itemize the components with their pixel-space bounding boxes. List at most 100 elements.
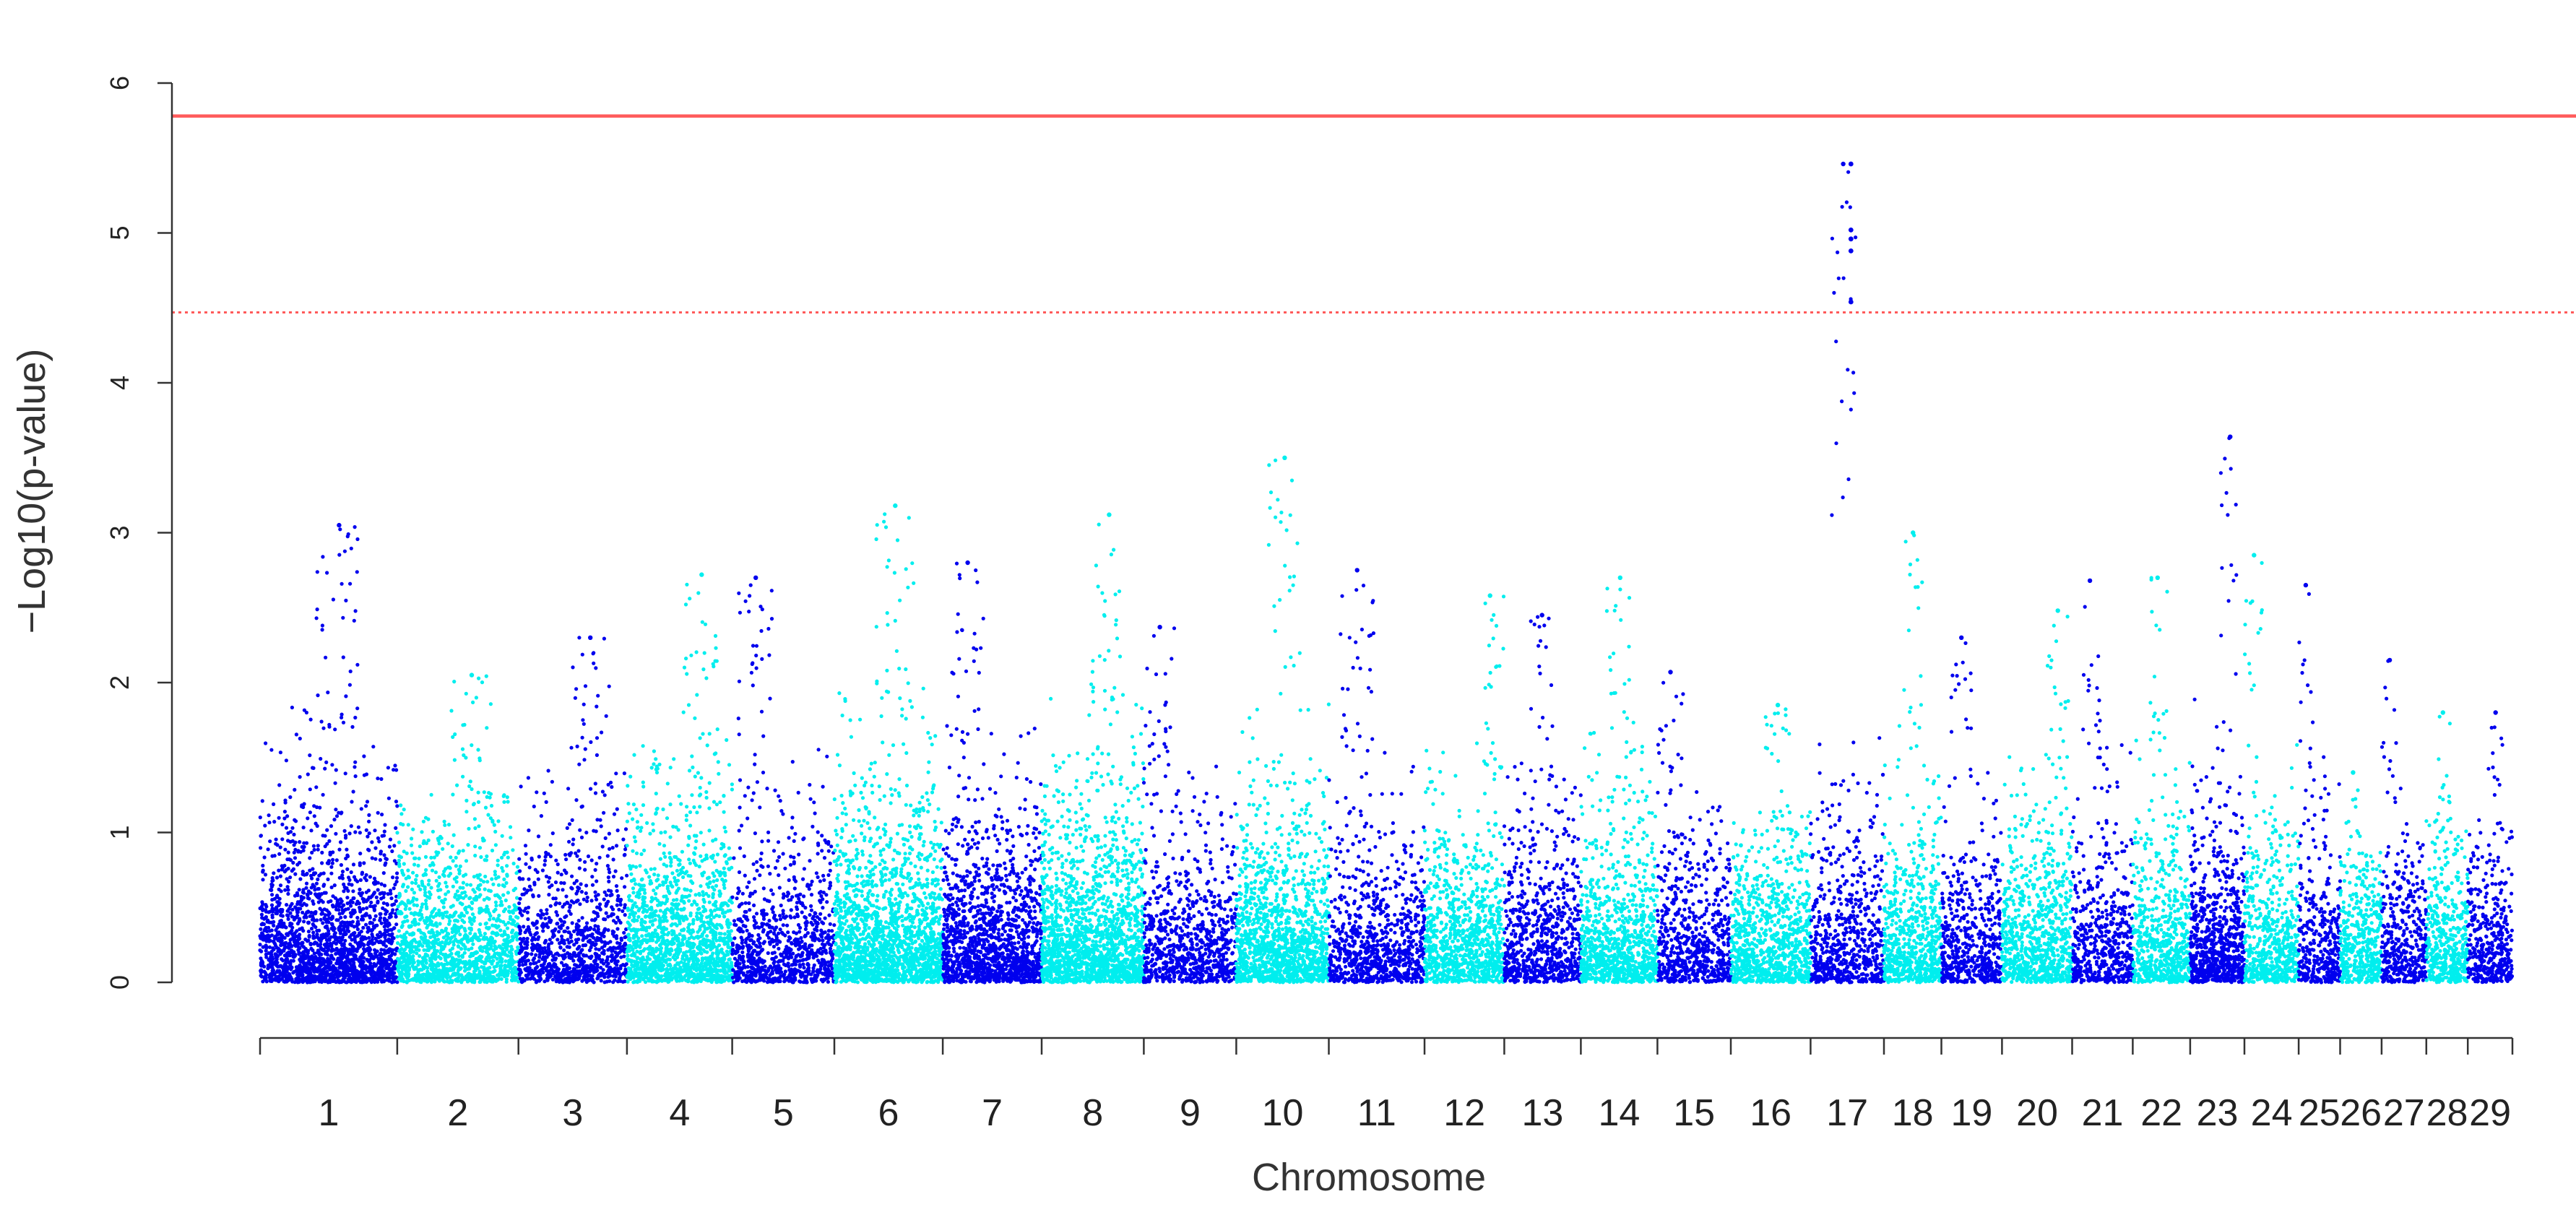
chromosome-11-points (1327, 568, 1427, 985)
chromosome-29-points (2465, 710, 2515, 985)
chromosome-6-points (832, 503, 945, 985)
x-tick-label-6: 6 (878, 1092, 899, 1134)
chromosome-22-points (2131, 575, 2192, 985)
chromosome-9-points (1141, 625, 1238, 985)
x-axis: 1 2 3 4 5 6 7 8 9 10 11 12 13 14 15 16 17 18 19 20 21 22 23 24 2… (259, 1037, 2514, 1134)
x-tick-label-24: 24 (2251, 1092, 2293, 1134)
chromosome-14-points (1578, 575, 1659, 985)
x-tick-label-4: 4 (669, 1092, 690, 1134)
x-tick-label-28: 28 (2426, 1092, 2468, 1134)
chromosome-18-peak-point (1911, 530, 1916, 535)
chromosome-21-points (2070, 578, 2135, 985)
chromosome-13-points (1502, 613, 1583, 985)
chromosome-11-peak-point (1354, 568, 1360, 573)
y-tick-label-0: 0 (105, 975, 134, 990)
chromosome-3-points (517, 635, 629, 985)
x-tick-label-3: 3 (562, 1092, 583, 1134)
x-tick-label-29: 29 (2469, 1092, 2511, 1134)
x-tick-label-11: 11 (1357, 1092, 1396, 1134)
chromosome-18-points (1882, 530, 1943, 985)
chromosome-24-points (2242, 553, 2301, 985)
chromosome-8-points (1040, 512, 1146, 985)
x-tick-label-9: 9 (1180, 1092, 1201, 1134)
chromosome-17-hit-1 (1848, 161, 1854, 167)
chromosome-2-peak-point (469, 672, 475, 678)
y-tick-label-4: 4 (105, 376, 134, 390)
chromosome-26-points (2338, 770, 2384, 985)
chromosome-2-points (395, 672, 521, 985)
chromosome-15-peak-point (1668, 670, 1673, 675)
chromosome-5-points (730, 575, 837, 985)
chromosome-25-points (2296, 582, 2343, 985)
chromosome-15-points (1655, 670, 1733, 985)
chromosome-23-peak-point (2228, 434, 2233, 439)
x-tick-label-15: 15 (1673, 1092, 1715, 1134)
chromosome-24-peak-point (2252, 553, 2257, 558)
chromosome-10-peak-point (1282, 455, 1287, 460)
chromosome-19-peak-point (1959, 635, 1964, 640)
x-tick-label-23: 23 (2197, 1092, 2239, 1134)
chromosome-20-points (2000, 608, 2075, 985)
x-tick-label-26: 26 (2340, 1092, 2382, 1134)
chromosome-7-peak-point (965, 560, 970, 566)
x-tick-label-5: 5 (773, 1092, 794, 1134)
chromosome-13-peak-point (1539, 613, 1544, 618)
x-axis-title: Chromosome (1252, 1156, 1486, 1199)
chromosome-7-points (941, 560, 1044, 985)
chromosome-19-points (1940, 635, 2004, 985)
y-tick-label-6: 6 (105, 76, 134, 90)
y-tick-label-2: 2 (105, 675, 134, 690)
chromosome-17-peak-point (1841, 161, 1846, 167)
chromosome-12-peak-point (1487, 593, 1492, 598)
chromosome-17-points (1809, 161, 1886, 985)
chromosome-4-peak-point (699, 572, 704, 577)
chromosome-17-hit-3 (1848, 236, 1854, 242)
x-tick-label-8: 8 (1082, 1092, 1103, 1134)
chromosome-27-peak-point (2387, 657, 2393, 663)
x-tick-label-1: 1 (319, 1092, 340, 1134)
chromosome-16-points (1729, 702, 1812, 985)
chromosome-25-peak-point (2303, 582, 2309, 588)
x-tick-label-12: 12 (1443, 1092, 1485, 1134)
x-tick-label-16: 16 (1750, 1092, 1791, 1134)
x-tick-label-19: 19 (1950, 1092, 1992, 1134)
x-tick-label-13: 13 (1521, 1092, 1563, 1134)
data-points (258, 161, 2515, 985)
chromosome-14-peak-point (1617, 575, 1622, 580)
chromosome-23-points (2188, 434, 2247, 985)
x-tick-label-27: 27 (2383, 1092, 2425, 1134)
threshold-lines (172, 114, 2576, 313)
y-tick-label-5: 5 (105, 225, 134, 240)
chromosome-29-peak-point (2493, 710, 2498, 715)
x-tick-label-17: 17 (1826, 1092, 1868, 1134)
y-tick-label-1: 1 (105, 825, 134, 839)
chromosome-22-peak-point (2155, 575, 2160, 580)
chromosome-6-peak-point (893, 503, 898, 509)
chromosome-3-peak-point (588, 635, 593, 640)
x-tick-label-22: 22 (2140, 1092, 2182, 1134)
chromosome-1-peak-point (337, 522, 342, 528)
chromosome-28-peak-point (2440, 710, 2445, 715)
chromosome-12-points (1422, 593, 1506, 985)
x-tick-label-10: 10 (1262, 1092, 1304, 1134)
y-tick-label-3: 3 (105, 525, 134, 540)
chromosome-17-hit-4 (1848, 248, 1854, 254)
chromosome-8-peak-point (1107, 512, 1112, 517)
y-axis: 0 1 2 3 4 5 6 (105, 76, 173, 990)
chromosome-5-peak-point (753, 575, 758, 580)
x-tick-label-20: 20 (2016, 1092, 2058, 1134)
x-tick-label-2: 2 (447, 1092, 468, 1134)
chromosome-16-peak-point (1775, 702, 1781, 708)
chromosome-20-peak-point (2055, 608, 2060, 613)
x-tick-label-21: 21 (2082, 1092, 2124, 1134)
chromosome-26-peak-point (2351, 770, 2356, 775)
chromosome-28-points (2424, 710, 2470, 985)
chromosome-27-points (2380, 657, 2429, 985)
x-tick-label-25: 25 (2299, 1092, 2341, 1134)
x-tick-label-14: 14 (1598, 1092, 1640, 1134)
x-tick-label-7: 7 (982, 1092, 1003, 1134)
chromosome-17-hit-2 (1848, 228, 1854, 233)
chromosome-17-hit-5 (1848, 299, 1854, 305)
chromosome-21-peak-point (2087, 578, 2093, 584)
